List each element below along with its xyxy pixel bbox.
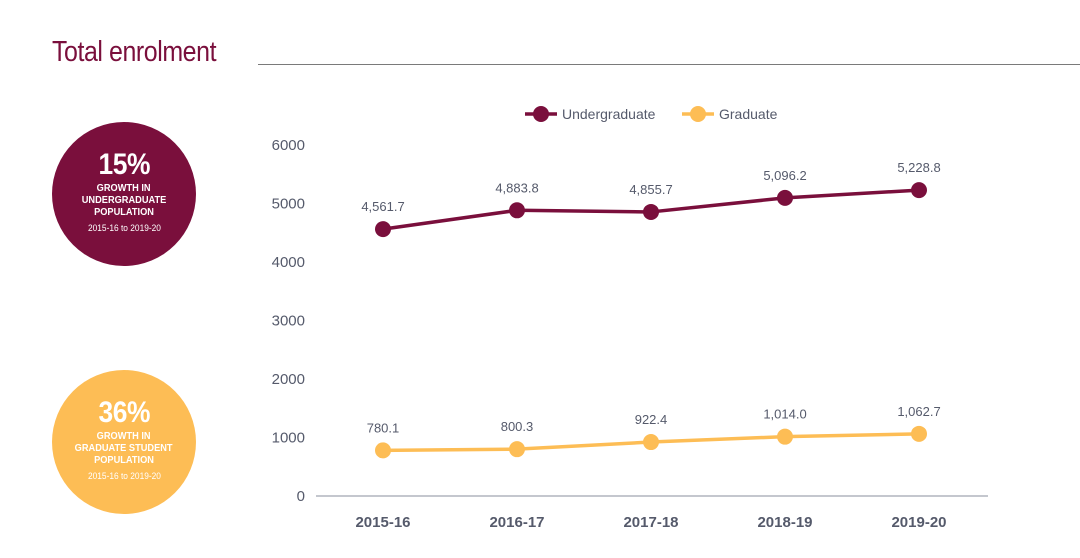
y-tick-label: 3000 xyxy=(272,313,305,330)
undergraduate-data-point xyxy=(643,203,659,220)
undergraduate-data-point xyxy=(911,182,927,199)
graduate-data-label: 922.4 xyxy=(635,412,668,427)
graduate-data-label: 800.3 xyxy=(501,419,534,434)
grad-growth-line2: GRADUATE STUDENT xyxy=(75,442,173,454)
y-tick-label: 2000 xyxy=(272,371,305,388)
page-title: Total enrolment xyxy=(52,36,217,68)
x-tick-label: 2019-20 xyxy=(891,514,946,531)
y-tick-label: 5000 xyxy=(272,196,305,213)
x-tick-label: 2017-18 xyxy=(623,514,678,531)
undergrad-growth-line2: UNDERGRADUATE xyxy=(81,194,167,206)
undergraduate-data-point xyxy=(777,189,793,206)
graduate-data-label: 780.1 xyxy=(367,420,400,435)
undergrad-growth-line3: POPULATION xyxy=(94,206,154,218)
graduate-data-label: 1,062.7 xyxy=(897,404,940,419)
graduate-legend-marker xyxy=(690,106,706,122)
y-tick-label: 0 xyxy=(297,488,305,505)
grad-growth-percent: 36% xyxy=(98,396,150,429)
graduate-data-point xyxy=(509,441,525,458)
undergraduate-legend-label: Undergraduate xyxy=(562,106,656,122)
graduate-data-point xyxy=(911,425,927,442)
x-tick-label: 2018-19 xyxy=(757,514,812,531)
graduate-legend-label: Graduate xyxy=(719,106,778,122)
undergraduate-data-point xyxy=(375,221,391,238)
undergraduate-data-point xyxy=(509,202,525,219)
x-tick-label: 2015-16 xyxy=(355,514,410,531)
undergraduate-legend-marker xyxy=(533,106,549,122)
grad-growth-badge: 36% GROWTH IN GRADUATE STUDENT POPULATIO… xyxy=(52,370,196,514)
graduate-data-point xyxy=(643,434,659,451)
y-tick-label: 1000 xyxy=(272,430,305,447)
undergrad-growth-percent: 15% xyxy=(98,148,150,181)
undergrad-growth-line1: GROWTH IN xyxy=(97,182,151,194)
undergraduate-data-label: 4,561.7 xyxy=(361,199,404,214)
undergraduate-data-label: 4,883.8 xyxy=(495,180,538,195)
undergraduate-data-label: 5,096.2 xyxy=(763,168,806,183)
graduate-data-point xyxy=(777,428,793,445)
grad-growth-line1: GROWTH IN xyxy=(97,430,151,442)
undergrad-growth-badge: 15% GROWTH IN UNDERGRADUATE POPULATION 2… xyxy=(52,122,196,266)
undergrad-growth-period: 2015-16 to 2019-20 xyxy=(87,223,161,234)
y-tick-label: 4000 xyxy=(272,254,305,271)
graduate-data-point xyxy=(375,442,391,459)
grad-growth-line3: POPULATION xyxy=(94,454,154,466)
title-divider xyxy=(258,64,1080,65)
x-tick-label: 2016-17 xyxy=(489,514,544,531)
undergraduate-data-label: 4,855.7 xyxy=(629,182,672,197)
grad-growth-period: 2015-16 to 2019-20 xyxy=(87,471,161,482)
y-tick-label: 6000 xyxy=(272,137,305,154)
undergraduate-data-label: 5,228.8 xyxy=(897,160,940,175)
graduate-data-label: 1,014.0 xyxy=(763,407,806,422)
